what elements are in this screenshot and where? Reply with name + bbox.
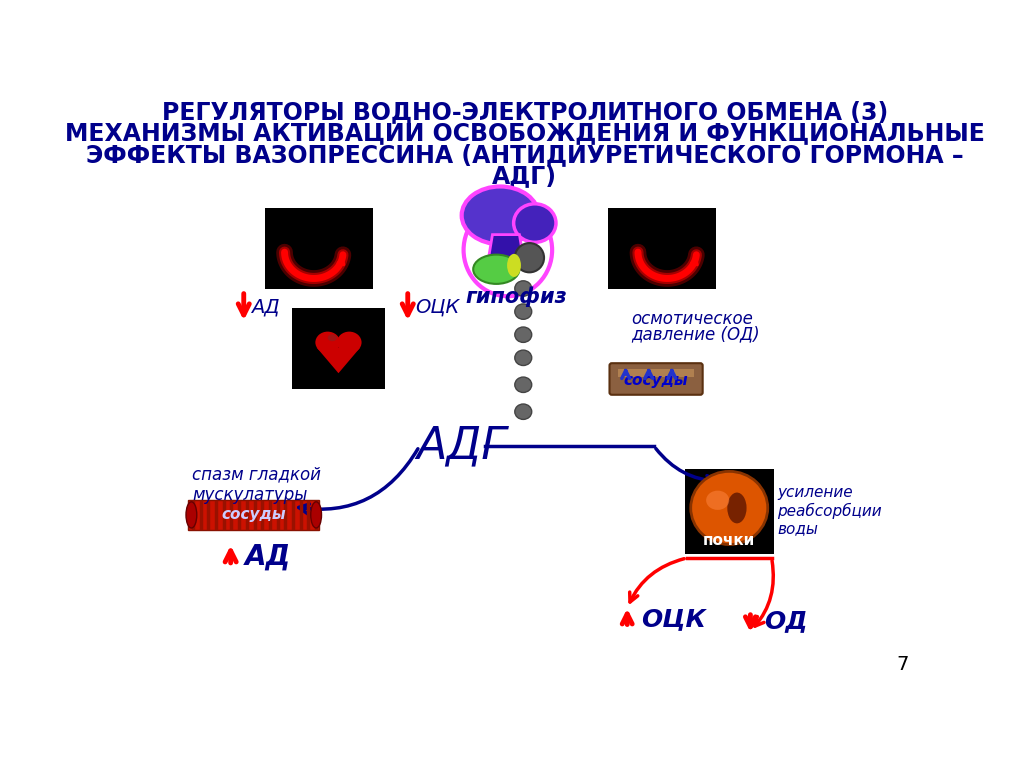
- Ellipse shape: [691, 472, 768, 545]
- Text: АД: АД: [245, 542, 291, 571]
- Ellipse shape: [515, 327, 531, 343]
- Text: спазм гладкой
мускулатуры: спазм гладкой мускулатуры: [193, 465, 322, 505]
- Ellipse shape: [186, 502, 197, 528]
- Ellipse shape: [515, 404, 531, 419]
- FancyArrowPatch shape: [299, 449, 418, 514]
- Text: ЭФФЕКТЫ ВАЗОПРЕССИНА (АНТИДИУРЕТИЧЕСКОГО ГОРМОНА –: ЭФФЕКТЫ ВАЗОПРЕССИНА (АНТИДИУРЕТИЧЕСКОГО…: [86, 143, 964, 167]
- Text: почки: почки: [703, 533, 756, 548]
- FancyArrowPatch shape: [630, 558, 684, 602]
- Ellipse shape: [337, 332, 361, 353]
- FancyArrowPatch shape: [755, 561, 773, 626]
- Text: 7: 7: [896, 654, 908, 674]
- Ellipse shape: [515, 304, 531, 319]
- Ellipse shape: [514, 204, 556, 243]
- Text: сосуды: сосуды: [221, 508, 286, 522]
- Text: давление (ОД): давление (ОД): [631, 326, 760, 343]
- Bar: [292, 308, 385, 389]
- Text: осмотическое: осмотическое: [631, 310, 753, 328]
- Text: ОД: ОД: [764, 609, 808, 633]
- Bar: [608, 207, 716, 289]
- Ellipse shape: [707, 491, 729, 510]
- Bar: [265, 207, 373, 289]
- Text: АДГ: АДГ: [417, 425, 507, 468]
- Polygon shape: [316, 348, 360, 373]
- Ellipse shape: [515, 377, 531, 392]
- Text: МЕХАНИЗМЫ АКТИВАЦИИ ОСВОБОЖДЕНИЯ И ФУНКЦИОНАЛЬНЫЕ: МЕХАНИЗМЫ АКТИВАЦИИ ОСВОБОЖДЕНИЯ И ФУНКЦ…: [65, 121, 985, 145]
- Text: ОЦК: ОЦК: [416, 297, 460, 316]
- Ellipse shape: [507, 254, 521, 277]
- Ellipse shape: [328, 334, 337, 341]
- Text: ОЦК: ОЦК: [641, 607, 706, 631]
- Bar: [617, 369, 694, 377]
- Text: гипофиз: гипофиз: [466, 287, 567, 307]
- Bar: [685, 469, 773, 554]
- Ellipse shape: [515, 243, 544, 273]
- Text: усиление
реабсорбции
воды: усиление реабсорбции воды: [777, 485, 882, 536]
- Ellipse shape: [315, 332, 340, 353]
- Ellipse shape: [515, 281, 531, 296]
- Ellipse shape: [515, 350, 531, 366]
- FancyArrowPatch shape: [655, 449, 717, 485]
- Text: АД: АД: [252, 297, 281, 316]
- Text: сосуды: сосуды: [624, 373, 688, 389]
- Ellipse shape: [462, 187, 539, 244]
- Ellipse shape: [473, 255, 519, 284]
- Bar: [188, 500, 319, 529]
- FancyBboxPatch shape: [609, 363, 702, 395]
- Ellipse shape: [310, 502, 322, 528]
- Polygon shape: [488, 234, 523, 258]
- Ellipse shape: [727, 492, 746, 523]
- Text: АДГ): АДГ): [493, 164, 557, 188]
- Text: РЕГУЛЯТОРЫ ВОДНО-ЭЛЕКТРОЛИТНОГО ОБМЕНА (3): РЕГУЛЯТОРЫ ВОДНО-ЭЛЕКТРОЛИТНОГО ОБМЕНА (…: [162, 100, 888, 124]
